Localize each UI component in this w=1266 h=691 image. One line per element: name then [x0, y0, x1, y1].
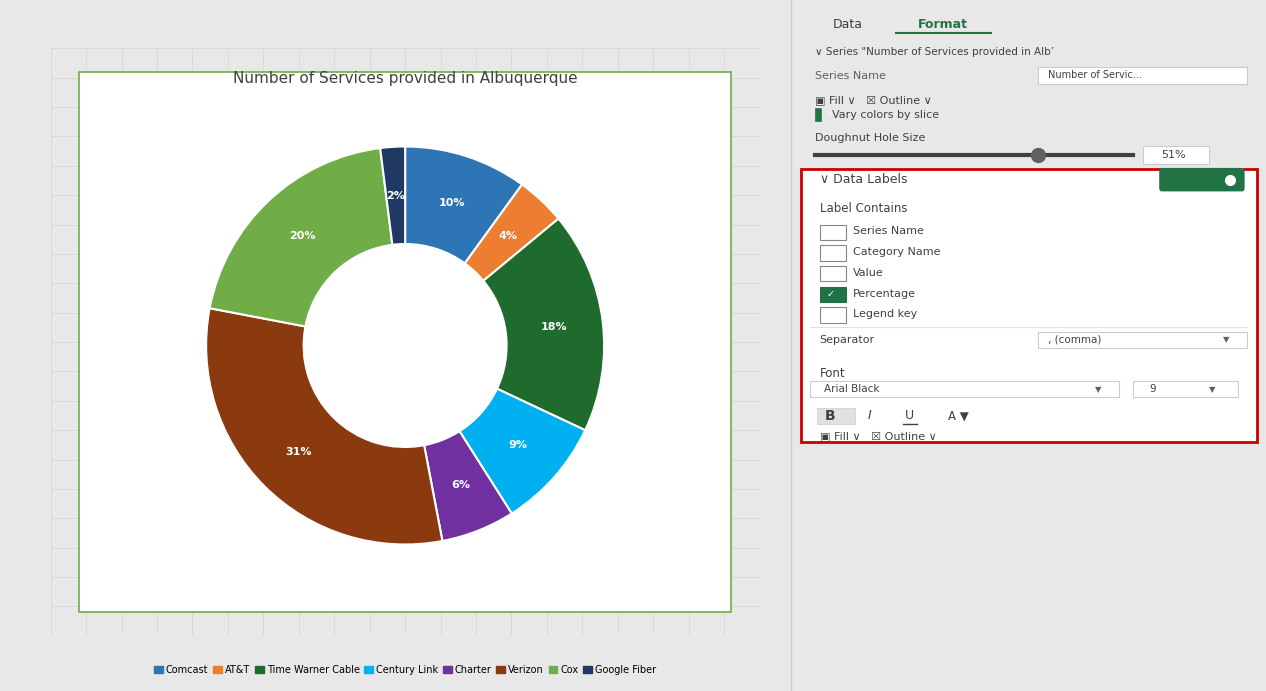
- FancyBboxPatch shape: [820, 225, 846, 240]
- FancyBboxPatch shape: [820, 287, 846, 302]
- Text: 9: 9: [1150, 384, 1156, 394]
- Wedge shape: [210, 148, 392, 326]
- Text: A ▼: A ▼: [948, 410, 968, 422]
- FancyBboxPatch shape: [1143, 146, 1209, 164]
- Wedge shape: [484, 218, 604, 430]
- Text: ▣ Fill ∨   ☒ Outline ∨: ▣ Fill ∨ ☒ Outline ∨: [815, 95, 932, 105]
- Text: Series Name: Series Name: [815, 71, 886, 81]
- Text: Percentage: Percentage: [853, 289, 917, 299]
- Text: ▣ Fill ∨   ☒ Outline ∨: ▣ Fill ∨ ☒ Outline ∨: [820, 432, 937, 442]
- Text: Vary colors by slice: Vary colors by slice: [832, 110, 938, 120]
- Wedge shape: [424, 431, 511, 541]
- Text: Legend key: Legend key: [853, 310, 918, 319]
- Text: Arial Black: Arial Black: [824, 384, 880, 394]
- Text: U: U: [905, 410, 914, 422]
- Text: Doughnut Hole Size: Doughnut Hole Size: [815, 133, 925, 143]
- Text: ▼: ▼: [1209, 384, 1215, 394]
- Text: ∨ Data Labels: ∨ Data Labels: [820, 173, 908, 186]
- FancyBboxPatch shape: [820, 307, 846, 323]
- Wedge shape: [206, 308, 442, 545]
- FancyBboxPatch shape: [1160, 168, 1244, 191]
- Text: Number of Servic...: Number of Servic...: [1048, 70, 1142, 80]
- Text: Label Contains: Label Contains: [820, 202, 908, 215]
- Text: 10%: 10%: [438, 198, 465, 207]
- Text: 2%: 2%: [386, 191, 405, 200]
- Text: ✓: ✓: [827, 110, 834, 120]
- Text: 20%: 20%: [289, 231, 315, 241]
- Text: Value: Value: [853, 268, 884, 278]
- Wedge shape: [405, 146, 522, 263]
- Title: Number of Services provided in Albuquerque: Number of Services provided in Albuquerq…: [233, 71, 577, 86]
- Text: Separator: Separator: [820, 335, 875, 345]
- Text: , (comma): , (comma): [1048, 335, 1101, 345]
- Text: ∨ Series "Number of Services provided in Alb’: ∨ Series "Number of Services provided in…: [815, 47, 1055, 57]
- Text: Category Name: Category Name: [853, 247, 941, 257]
- Text: 18%: 18%: [541, 322, 567, 332]
- Text: Data: Data: [833, 18, 863, 30]
- FancyBboxPatch shape: [800, 169, 1256, 442]
- Text: ▼: ▼: [1223, 335, 1229, 345]
- FancyBboxPatch shape: [1133, 381, 1237, 397]
- Wedge shape: [460, 389, 585, 513]
- Text: Font: Font: [820, 367, 846, 379]
- FancyBboxPatch shape: [815, 108, 822, 121]
- Legend: Comcast, AT&T, Time Warner Cable, Century Link, Charter, Verizon, Cox, Google Fi: Comcast, AT&T, Time Warner Cable, Centur…: [151, 661, 660, 679]
- Text: 4%: 4%: [499, 231, 518, 241]
- FancyBboxPatch shape: [820, 266, 846, 281]
- Text: ▼: ▼: [1095, 384, 1101, 394]
- FancyBboxPatch shape: [1038, 67, 1247, 84]
- Wedge shape: [380, 146, 405, 245]
- Text: I: I: [867, 410, 871, 422]
- Text: 6%: 6%: [451, 480, 470, 490]
- Text: B: B: [824, 409, 836, 423]
- Text: 51%: 51%: [1162, 150, 1186, 160]
- FancyBboxPatch shape: [820, 245, 846, 261]
- FancyBboxPatch shape: [818, 408, 856, 424]
- Text: 9%: 9%: [509, 440, 528, 450]
- Text: Series Name: Series Name: [853, 227, 924, 236]
- Text: ✓: ✓: [827, 289, 836, 299]
- Wedge shape: [465, 184, 558, 281]
- FancyBboxPatch shape: [1038, 332, 1247, 348]
- FancyBboxPatch shape: [78, 72, 732, 612]
- Text: 31%: 31%: [286, 447, 313, 457]
- Text: Format: Format: [918, 18, 968, 30]
- FancyBboxPatch shape: [810, 381, 1119, 397]
